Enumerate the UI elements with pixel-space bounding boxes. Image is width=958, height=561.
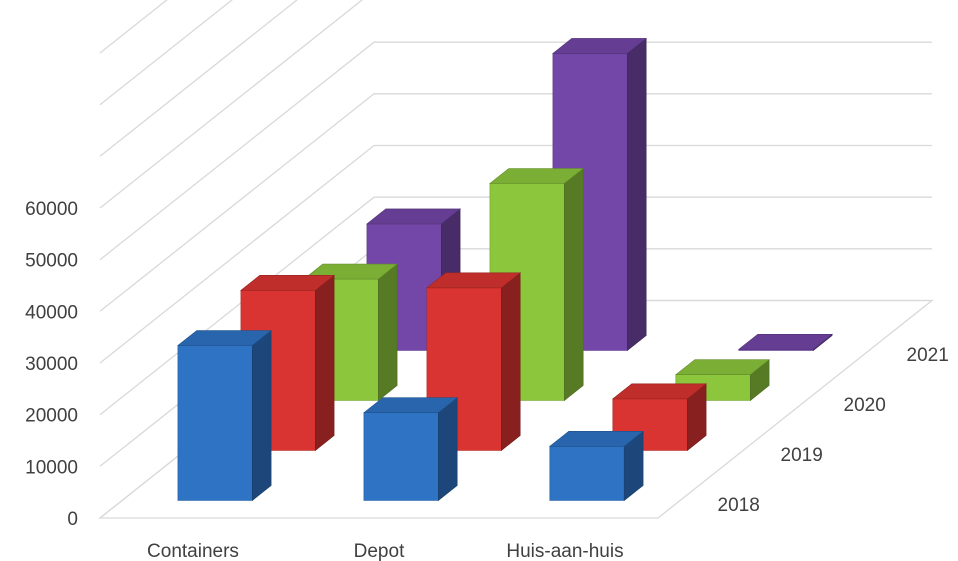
category-label: Huis-aan-huis bbox=[506, 541, 623, 561]
bar-side-face bbox=[437, 397, 458, 502]
bar-top-face bbox=[366, 208, 461, 225]
bar bbox=[363, 397, 459, 502]
gridline bbox=[99, 93, 932, 312]
bar-front-face bbox=[177, 345, 253, 501]
bar bbox=[552, 37, 648, 352]
gridline bbox=[99, 0, 168, 54]
y-tick-label: 60000 bbox=[25, 199, 78, 220]
bar-side-face bbox=[563, 167, 584, 402]
category-label: Depot bbox=[354, 541, 405, 561]
bar-top-face bbox=[177, 330, 272, 346]
gridline bbox=[99, 0, 364, 209]
series-label: 2020 bbox=[844, 395, 886, 416]
bar-side-face bbox=[500, 272, 521, 452]
y-tick-label: 0 bbox=[67, 509, 78, 530]
depth-axis-labels: 2018 2019 2020 2021 bbox=[718, 345, 949, 516]
bar-side-face bbox=[314, 274, 335, 452]
gridline bbox=[99, 0, 233, 106]
bar-top-face bbox=[737, 333, 833, 350]
gridline bbox=[99, 144, 932, 364]
series-label: 2021 bbox=[907, 345, 949, 366]
bar-top-face bbox=[674, 359, 770, 376]
bar-top-face bbox=[552, 38, 648, 54]
y-tick-label: 40000 bbox=[25, 302, 78, 323]
category-label: Containers bbox=[147, 541, 239, 561]
bar-side-face bbox=[377, 263, 398, 402]
y-axis-tick-labels: 0 10000 20000 30000 40000 50000 60000 bbox=[25, 199, 78, 530]
category-axis-labels: Containers Depot Huis-aan-huis bbox=[147, 541, 624, 561]
y-tick-label: 10000 bbox=[25, 457, 78, 478]
bar-front-face bbox=[549, 445, 625, 501]
bar-top-face bbox=[548, 430, 644, 447]
y-tick-label: 20000 bbox=[25, 406, 78, 427]
bar-top-face bbox=[240, 274, 335, 291]
bar bbox=[737, 333, 833, 352]
bar-top-face bbox=[489, 168, 585, 184]
gridline bbox=[99, 41, 932, 261]
bar-side-face bbox=[626, 37, 647, 352]
series-label: 2019 bbox=[781, 445, 823, 466]
y-tick-label: 50000 bbox=[25, 251, 78, 272]
bar-side-face bbox=[252, 329, 272, 502]
bar bbox=[548, 430, 644, 502]
bar-top-face bbox=[611, 383, 707, 400]
bar-top-face bbox=[426, 272, 522, 289]
bar-front-face bbox=[363, 412, 439, 501]
series-label: 2018 bbox=[718, 495, 760, 516]
bar-top-face bbox=[363, 397, 459, 414]
gridline bbox=[99, 0, 298, 157]
y-tick-label: 30000 bbox=[25, 354, 78, 375]
bars bbox=[177, 37, 833, 502]
bar bbox=[177, 329, 272, 502]
